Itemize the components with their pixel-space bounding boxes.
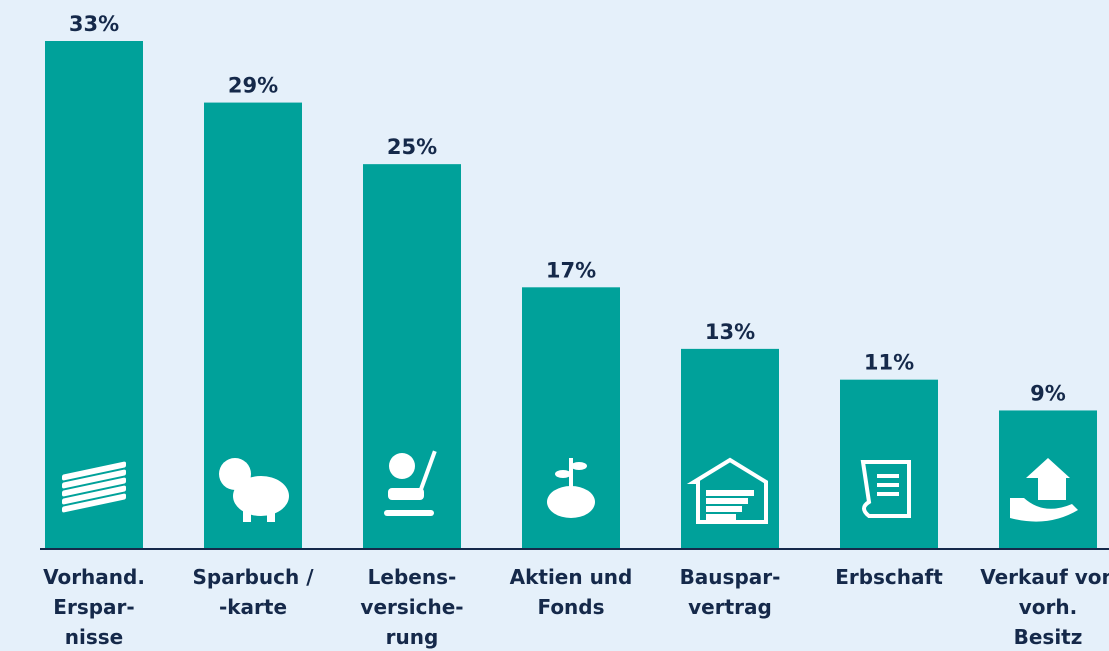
icon <box>547 458 595 518</box>
x-tick-label-line: -karte <box>219 595 287 619</box>
icon <box>1010 458 1078 522</box>
icon-part <box>389 453 415 479</box>
icon <box>860 460 911 518</box>
icon-part <box>706 498 748 504</box>
value-label: 25% <box>387 135 437 159</box>
x-tick-label-line: Bauspar- <box>680 565 781 589</box>
x-tick-label: Sparbuch / -karte <box>193 565 315 619</box>
x-tick-label-line: rung <box>386 625 439 649</box>
x-tick-label-line: nisse <box>65 625 123 649</box>
value-label: 29% <box>228 74 278 98</box>
x-tick-label-line: vorh. <box>1019 595 1077 619</box>
value-label: 13% <box>705 320 755 344</box>
icon-part <box>571 462 587 470</box>
x-tick-label-line: Erspar- <box>53 595 134 619</box>
icon-part <box>267 508 275 522</box>
x-tick-label-line: Fonds <box>537 595 604 619</box>
icon-part <box>877 492 899 496</box>
icon <box>384 450 437 516</box>
x-tick-label: Bauspar-vertrag <box>680 565 781 619</box>
icon-part <box>62 477 126 497</box>
icon-part <box>686 457 768 524</box>
x-tick-label: Erbschaft <box>835 565 943 589</box>
x-tick-label-line: Besitz <box>1014 625 1083 649</box>
value-label: 33% <box>69 12 119 36</box>
icon-part <box>555 470 571 478</box>
icon-part <box>243 508 251 522</box>
x-tick-label-line: Aktien und <box>510 565 633 589</box>
icon-part <box>860 460 911 518</box>
x-tick-label: Verkauf von vorh. Besitz <box>980 565 1109 649</box>
icon-part <box>1010 498 1078 522</box>
x-tick-label: Vorhand. Erspar-nisse <box>43 565 145 649</box>
icon-part <box>388 488 424 500</box>
x-tick-label-line: Vorhand. <box>43 565 145 589</box>
x-tick-label-line: Sparbuch / <box>193 565 315 589</box>
icon-part <box>233 476 289 516</box>
bar <box>840 379 938 549</box>
icon-part <box>62 493 126 513</box>
icon-part <box>1026 458 1070 500</box>
icon-part <box>62 469 126 489</box>
x-tick-label-line: Lebens- <box>368 565 457 589</box>
value-label: 17% <box>546 258 596 282</box>
icon-part <box>419 450 437 490</box>
bar <box>45 41 143 549</box>
icon-part <box>706 490 754 496</box>
icon-part <box>877 474 899 478</box>
icon <box>62 461 126 513</box>
value-label: 9% <box>1030 381 1066 405</box>
value-label: 11% <box>864 351 914 375</box>
x-tick-label: Aktien und Fonds <box>510 565 633 619</box>
x-tick-label-line: Verkauf von <box>980 565 1109 589</box>
icon-part <box>547 486 595 518</box>
x-tick-label-line: Erbschaft <box>835 565 943 589</box>
bar <box>363 164 461 549</box>
icon-part <box>384 510 434 516</box>
icon-part <box>706 506 742 512</box>
icon-part <box>62 461 126 481</box>
icon-part <box>62 485 126 505</box>
icon <box>219 458 289 522</box>
icon <box>686 457 768 524</box>
x-tick-label-line: versiche- <box>360 595 463 619</box>
icon-part <box>706 514 736 520</box>
x-tick-label: Lebens-versiche-rung <box>360 565 463 649</box>
x-tick-label-line: vertrag <box>688 595 772 619</box>
icon-part <box>877 483 899 487</box>
